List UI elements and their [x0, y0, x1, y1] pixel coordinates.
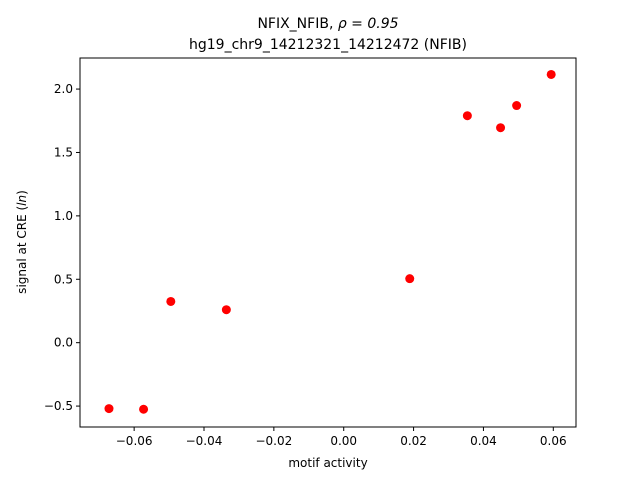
data-point: [496, 123, 506, 133]
x-tick-label: 0.04: [470, 434, 497, 448]
data-points: [104, 69, 556, 414]
x-tick-label: −0.06: [116, 434, 153, 448]
y-axis-ticks: −0.5 0.0 0.5 1.0 1.5 2.0: [44, 82, 80, 413]
x-axis-ticks: −0.06 −0.04 −0.02 0.00 0.02 0.04 0.06: [116, 427, 567, 448]
plot-frame: [79, 57, 577, 428]
data-point: [221, 305, 231, 315]
data-point: [462, 111, 472, 121]
y-tick-label: 1.5: [54, 145, 73, 159]
chart-title-line2: hg19_chr9_14212321_14212472 (NFIB): [189, 37, 467, 53]
x-tick-label: 0.00: [330, 434, 357, 448]
data-point: [512, 101, 522, 111]
data-point: [546, 69, 556, 79]
data-point: [139, 404, 149, 414]
y-tick-label: 0.5: [54, 272, 73, 286]
x-tick-label: 0.06: [540, 434, 567, 448]
chart-title-line1: NFIX_NFIB, ρ = 0.95: [257, 16, 398, 32]
x-tick-label: 0.02: [400, 434, 427, 448]
y-tick-label: −0.5: [44, 399, 73, 413]
y-tick-label: 2.0: [54, 82, 73, 96]
x-axis-label: motif activity: [288, 456, 367, 470]
x-tick-label: −0.04: [186, 434, 223, 448]
y-tick-label: 0.0: [54, 336, 73, 350]
data-point: [104, 404, 114, 414]
data-point: [405, 274, 415, 284]
y-tick-label: 1.0: [54, 209, 73, 223]
x-tick-label: −0.02: [255, 434, 292, 448]
y-axis-label: signal at CRE (ln): [15, 190, 29, 294]
data-point: [166, 296, 176, 306]
